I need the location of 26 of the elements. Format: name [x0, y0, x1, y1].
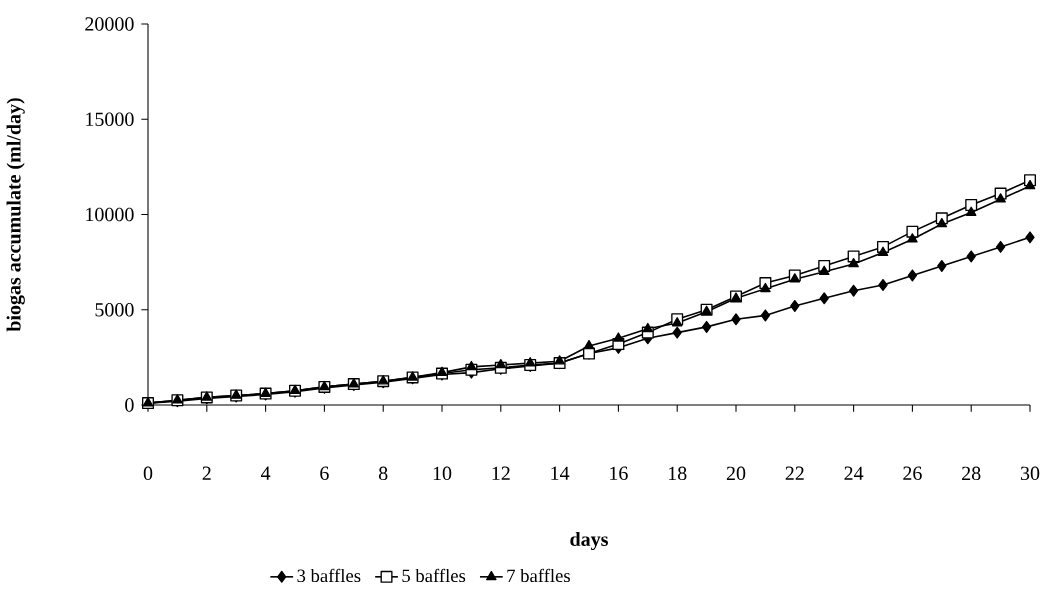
x-tick-label: 2 — [202, 466, 211, 480]
x-tick-label: 22 — [785, 466, 804, 480]
y-tick-label: 15000 — [86, 112, 134, 126]
x-tick-label: 6 — [320, 466, 329, 481]
y-tick-label: 5000 — [95, 303, 134, 317]
x-tick-label: 14 — [551, 466, 570, 480]
y-tick-label: 10000 — [86, 207, 134, 222]
x-axis-title: days — [570, 531, 608, 551]
x-tick-label: 28 — [962, 466, 981, 481]
x-tick-label: 12 — [492, 466, 510, 480]
legend-label: 7 baffles — [507, 568, 570, 583]
x-tick-label: 8 — [378, 466, 388, 481]
x-tick-label: 10 — [433, 466, 452, 481]
x-tick-label: 20 — [726, 466, 746, 481]
x-tick-label: 16 — [610, 466, 628, 481]
x-tick-label: 18 — [668, 466, 687, 481]
x-tick-label: 24 — [844, 466, 864, 480]
x-tick-label: 30 — [1020, 466, 1040, 481]
y-axis-title: biogas accumulate (ml/day) — [6, 98, 25, 332]
y-tick-label: 0 — [125, 398, 134, 412]
x-tick-label: 4 — [261, 466, 271, 480]
x-tick-label: 26 — [903, 466, 922, 481]
legend-label: 5 baffles — [402, 568, 466, 583]
legend-label: 3 baffles — [297, 568, 361, 583]
x-tick-label: 0 — [143, 466, 153, 481]
y-tick-label: 20000 — [85, 17, 134, 31]
